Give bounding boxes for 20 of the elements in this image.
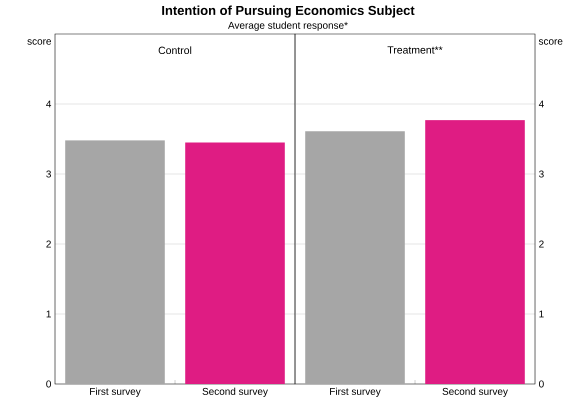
y-tick-label: 3 [539,170,544,178]
y-tick-label: 4 [46,100,52,108]
chart-title: Intention of Pursuing Economics Subject [162,6,415,18]
chart-subtitle: Average student response* [228,22,348,31]
y-tick-label: 4 [538,100,544,108]
x-tick-label: First survey [90,388,141,397]
y-tick-label: 1 [539,310,544,318]
annotation: Treatment** [388,46,443,54]
y-axis-title: score [27,39,52,45]
y-axis-title: score [538,39,562,45]
y-tick-label: 2 [46,240,51,248]
y-tick-label: 2 [539,240,544,248]
x-tick-label: Second survey [202,388,268,397]
y-tick-label: 0 [46,380,51,388]
x-tick-label: Second survey [442,388,508,397]
y-tick-label: 1 [46,310,51,318]
x-tick-label: First survey [330,388,381,397]
y-tick-label: 0 [539,380,544,388]
annotation: Control [158,46,192,54]
y-tick-label: 3 [46,170,51,178]
